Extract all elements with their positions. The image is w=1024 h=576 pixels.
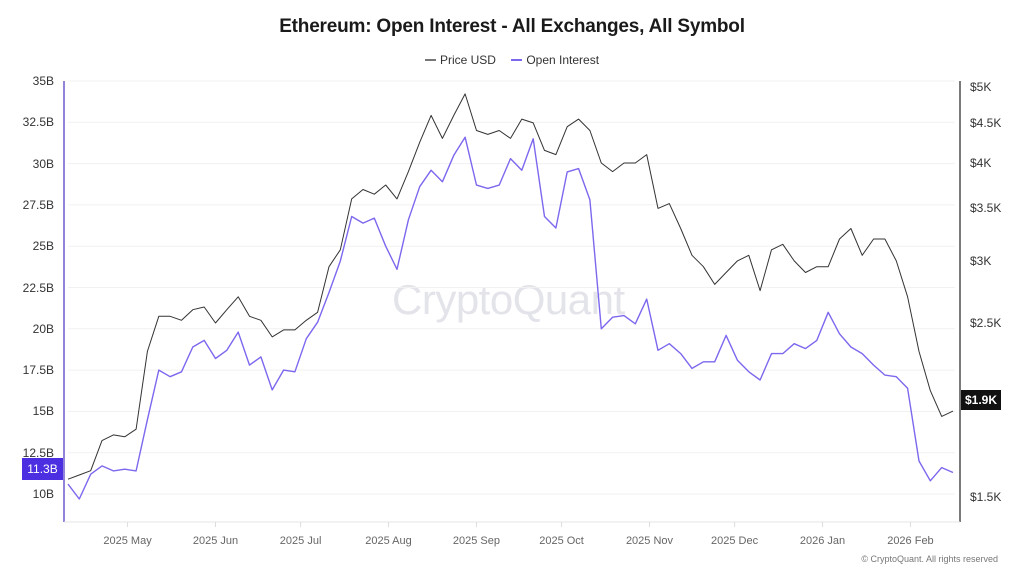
left-axis-tick-label: 20B xyxy=(32,321,54,336)
left-axis-tick-label: 22.5B xyxy=(22,280,54,295)
left-axis-tick-label: 10B xyxy=(32,487,54,501)
left-axis-tick-label: 32.5B xyxy=(22,115,54,130)
legend-item-open-interest[interactable]: Open Interest xyxy=(511,53,599,67)
left-axis-tick-label: 15B xyxy=(32,404,54,419)
left-axis-tick-label: 17.5B xyxy=(22,363,54,378)
x-axis-tick-label: 2025 Dec xyxy=(711,535,759,547)
current-price-marker: $1.9K xyxy=(961,390,1001,410)
price-line-swatch-icon xyxy=(424,59,436,61)
right-axis-tick-label: $1.5K xyxy=(970,489,1002,504)
right-axis-tick-label: $2.5K xyxy=(970,316,1002,330)
oi-line-swatch-icon xyxy=(511,59,523,61)
x-axis-tick-label: 2025 Jul xyxy=(279,535,322,547)
chart-title: Ethereum: Open Interest - All Exchanges,… xyxy=(279,16,745,37)
left-axis-tick-label: 27.5B xyxy=(22,197,54,212)
legend-label-price: Price USD xyxy=(439,53,496,67)
legend-item-price[interactable]: Price USD xyxy=(424,53,496,67)
chart-legend: Price USD Open Interest xyxy=(0,50,1024,67)
x-axis-tick-label: 2025 May xyxy=(103,535,152,547)
x-axis-tick-label: 2025 Nov xyxy=(625,535,674,547)
price-usd-line xyxy=(67,93,954,480)
right-axis-tick-label: $3.5K xyxy=(970,201,1002,216)
current-open-interest-marker: 11.3B xyxy=(22,458,63,480)
left-axis-tick-label: 25B xyxy=(32,239,54,254)
gridlines xyxy=(68,80,955,495)
open-interest-line xyxy=(67,136,954,500)
left-axis-tick-label: 35B xyxy=(32,74,54,88)
x-axis-tick-label: 2025 Oct xyxy=(539,535,584,547)
legend-label-open-interest: Open Interest xyxy=(526,53,600,67)
x-axis-tick-label: 2026 Feb xyxy=(887,535,934,547)
x-axis-tick-label: 2025 Sep xyxy=(452,535,501,547)
right-axis-tick-label: $3K xyxy=(970,253,992,268)
x-tick-marks xyxy=(127,522,911,527)
right-axis-tick-label: $4K xyxy=(970,155,992,170)
right-axis-tick-label: $4.5K xyxy=(970,115,1002,130)
x-axis-tick-label: 2025 Jun xyxy=(192,535,239,547)
left-axis-tick-label: 30B xyxy=(32,156,54,171)
x-axis-tick-label: 2026 Jan xyxy=(799,535,846,547)
copyright-footer: © CryptoQuant. All rights reserved xyxy=(861,554,998,564)
left-axis-tick-label: 12.5B xyxy=(22,445,54,460)
right-axis-tick-label: $5K xyxy=(970,80,992,94)
x-axis-tick-label: 2025 Aug xyxy=(365,535,412,547)
